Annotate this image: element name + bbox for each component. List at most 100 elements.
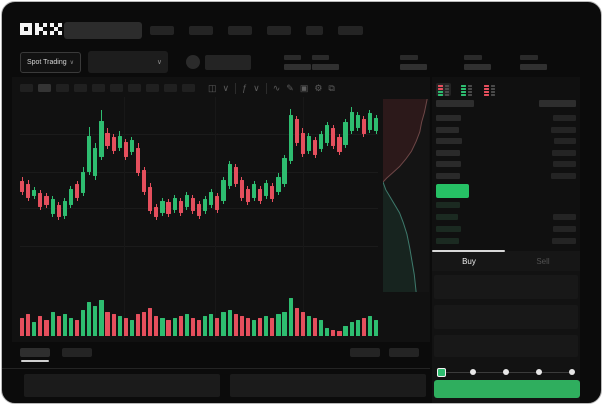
timeframe-pill[interactable]: [92, 84, 105, 92]
volume-bar: [142, 312, 147, 336]
stat-label-bar: [312, 55, 329, 60]
volume-bar: [282, 312, 287, 336]
volume-bar: [93, 306, 98, 336]
stat-label-bar: [520, 55, 538, 60]
fullscreen-icon[interactable]: ⧉: [328, 83, 335, 93]
bottom-action-pill[interactable]: [389, 348, 419, 357]
volume-bar: [355, 320, 360, 336]
candle-body: [68, 188, 73, 206]
bid-row: [436, 214, 576, 220]
candle-body: [264, 182, 269, 197]
volume-bar: [258, 318, 263, 336]
bid-row: [436, 202, 576, 208]
draw-tool-icon[interactable]: ✎: [286, 83, 294, 93]
timeframe-pill[interactable]: [74, 84, 87, 92]
book-view-bids-icon[interactable]: [459, 83, 474, 96]
volume-bar: [264, 316, 269, 336]
candle-body: [209, 191, 214, 206]
tab-sell[interactable]: Sell: [536, 256, 550, 266]
avatar[interactable]: [186, 55, 200, 69]
volume-bar: [62, 314, 67, 336]
candle-body: [184, 194, 189, 207]
slider-dot[interactable]: [503, 369, 509, 375]
candle-body: [331, 128, 336, 147]
candle-body: [178, 200, 183, 213]
slider-dot[interactable]: [470, 369, 476, 375]
chevron-down-icon[interactable]: ∨: [253, 83, 260, 93]
okx-logo[interactable]: [20, 22, 62, 36]
form-field[interactable]: [434, 305, 578, 329]
slider-dot[interactable]: [437, 367, 446, 377]
bottom-tab[interactable]: [62, 348, 92, 357]
screenshot-icon[interactable]: ▣: [299, 83, 309, 93]
candle-body: [166, 202, 171, 215]
timeframe-pill[interactable]: [110, 84, 123, 92]
volume-bar: [294, 308, 299, 336]
book-amount-bar: [553, 115, 576, 121]
form-field[interactable]: [434, 335, 578, 357]
chevron-down-icon[interactable]: ∨: [222, 83, 230, 93]
subheader-button[interactable]: [205, 55, 251, 70]
timeframe-pill[interactable]: [38, 84, 51, 92]
submit-buy-button[interactable]: [434, 380, 580, 398]
volume-bar: [68, 318, 73, 336]
candlestick-chart[interactable]: [20, 97, 379, 339]
volume-bar: [32, 322, 37, 336]
volume-bar: [123, 318, 128, 336]
volume-bar: [184, 314, 189, 336]
timeframe-pill[interactable]: [20, 84, 33, 92]
timeframe-pill[interactable]: [128, 84, 141, 92]
indicators-icon[interactable]: ƒ: [242, 83, 248, 93]
book-price-bar: [436, 214, 458, 220]
nav-item[interactable]: [338, 26, 363, 35]
bottom-action-pill[interactable]: [350, 348, 380, 357]
volume-bar: [251, 320, 257, 336]
form-field[interactable]: [434, 275, 578, 299]
gridline: [302, 97, 304, 339]
nav-item[interactable]: [267, 26, 291, 35]
book-view-asks-icon[interactable]: [482, 83, 497, 96]
candle-body: [239, 179, 244, 198]
volume-bar: [38, 316, 43, 336]
ask-row: [436, 115, 576, 121]
candle-body: [154, 206, 159, 218]
candle-body: [337, 137, 342, 153]
search-input[interactable]: [64, 22, 142, 39]
pair-selector-dropdown[interactable]: ∨: [88, 51, 168, 73]
timeframe-pill[interactable]: [146, 84, 159, 92]
volume-bar: [44, 320, 49, 336]
ticker-stat: [284, 55, 311, 70]
timeframe-pill[interactable]: [56, 84, 69, 92]
nav-item[interactable]: [189, 26, 213, 35]
timeframe-pill[interactable]: [182, 84, 195, 92]
slider-dot[interactable]: [569, 369, 575, 375]
book-view-both-icon[interactable]: [436, 83, 451, 96]
order-form-tabbar: Buy Sell: [432, 250, 580, 271]
candle-style-icon[interactable]: ◫: [208, 83, 217, 93]
volume-chart: [20, 298, 379, 336]
chart-settings-icon[interactable]: ⚙: [314, 83, 323, 93]
nav-item[interactable]: [150, 26, 174, 35]
book-amount-bar: [553, 214, 576, 220]
chevron-down-icon: ∨: [156, 59, 162, 66]
volume-bar: [306, 316, 312, 336]
market-type-dropdown[interactable]: Spot Trading ∨: [20, 52, 81, 73]
candle-body: [62, 200, 67, 216]
slider-dot[interactable]: [536, 369, 542, 375]
line-tool-icon[interactable]: ∿: [272, 83, 281, 93]
ask-row: [436, 126, 576, 133]
candle-body: [300, 132, 305, 154]
candle-body: [190, 197, 196, 212]
tab-buy[interactable]: Buy: [462, 256, 476, 266]
candle-body: [38, 193, 43, 207]
book-price-bar: [436, 138, 462, 144]
volume-bar: [239, 316, 244, 336]
candle-body: [74, 184, 80, 198]
bottom-tab[interactable]: [20, 348, 50, 357]
volume-bar: [160, 318, 165, 336]
timeframe-pill[interactable]: [164, 84, 177, 92]
nav-item[interactable]: [306, 26, 323, 35]
nav-item[interactable]: [228, 26, 252, 35]
active-tab-indicator: [21, 360, 49, 362]
amount-slider[interactable]: [437, 367, 575, 377]
